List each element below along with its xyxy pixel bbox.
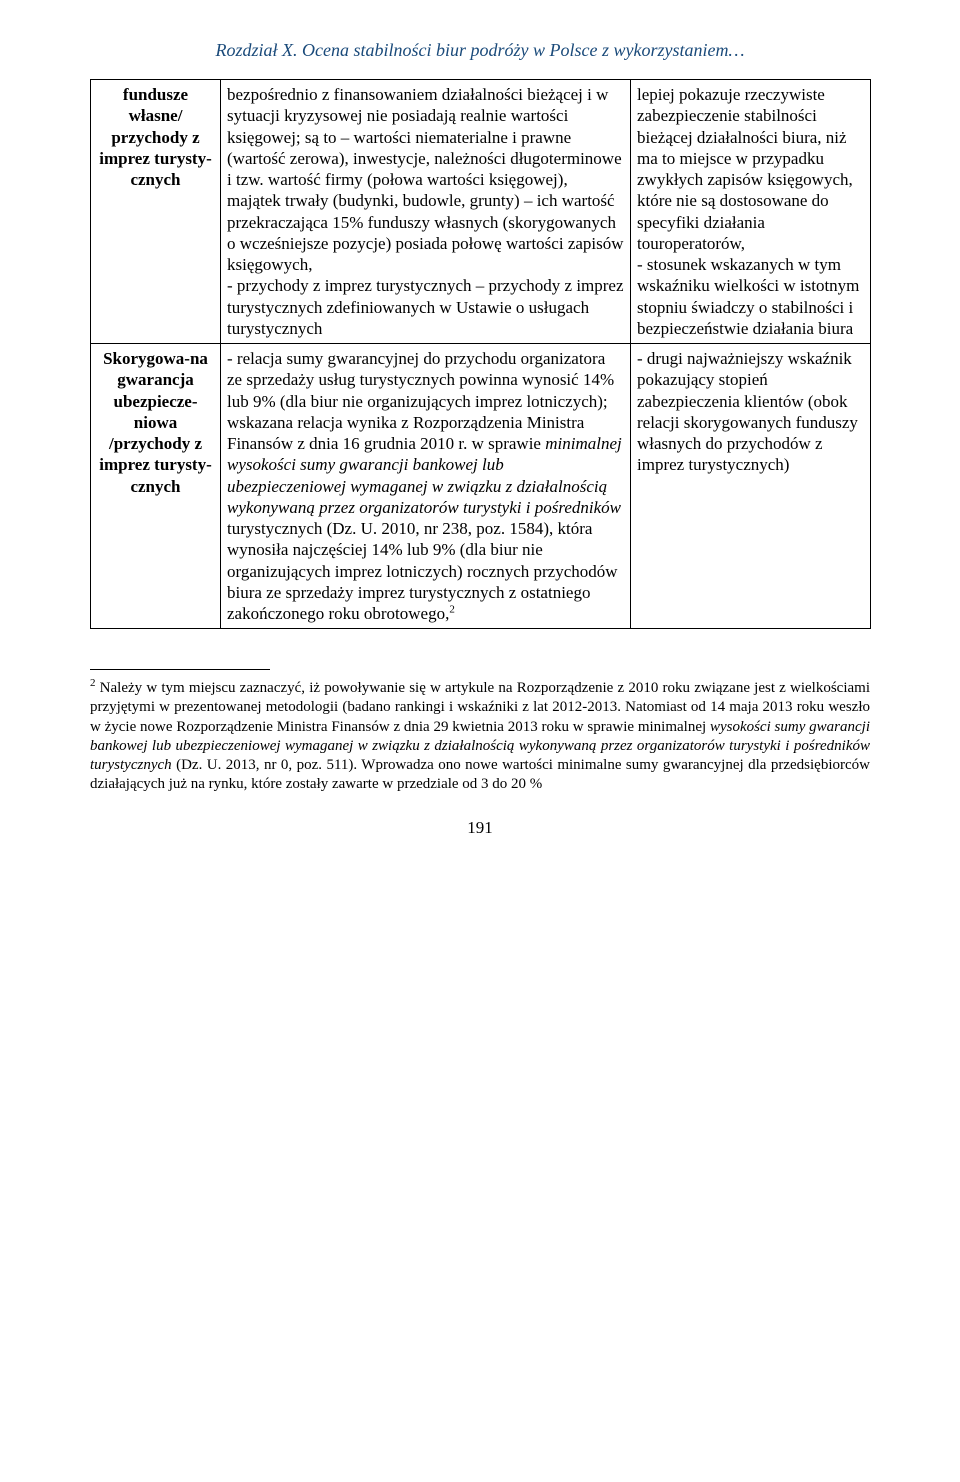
footnote: 2 Należy w tym miejscu zaznaczyć, iż pow… (90, 676, 870, 794)
row-label: fundusze własne/ przychody z imprez tury… (91, 80, 221, 344)
footnote-separator (90, 669, 270, 670)
row-remark: - drugi najważniejszy wskaźnik pokazując… (631, 344, 871, 629)
row-description: - relacja sumy gwarancyjnej do przychodu… (221, 344, 631, 629)
row-remark: lepiej pokazuje rzeczywiste zabezpieczen… (631, 80, 871, 344)
row-label: Skorygowa-na gwarancja ubezpiecze-niowa … (91, 344, 221, 629)
desc-text: turystycznych (Dz. U. 2010, nr 238, poz.… (227, 519, 618, 623)
table-row: Skorygowa-na gwarancja ubezpiecze-niowa … (91, 344, 871, 629)
page-number: 191 (90, 818, 870, 838)
row-description: bezpośrednio z finansowaniem działalnośc… (221, 80, 631, 344)
footnote-ref: 2 (449, 603, 455, 615)
table-row: fundusze własne/ przychody z imprez tury… (91, 80, 871, 344)
page-header: Rozdział X. Ocena stabilności biur podró… (90, 40, 870, 61)
footnote-text: (Dz. U. 2013, nr 0, poz. 511). Wprowadza… (90, 757, 870, 792)
content-table: fundusze własne/ przychody z imprez tury… (90, 79, 871, 629)
